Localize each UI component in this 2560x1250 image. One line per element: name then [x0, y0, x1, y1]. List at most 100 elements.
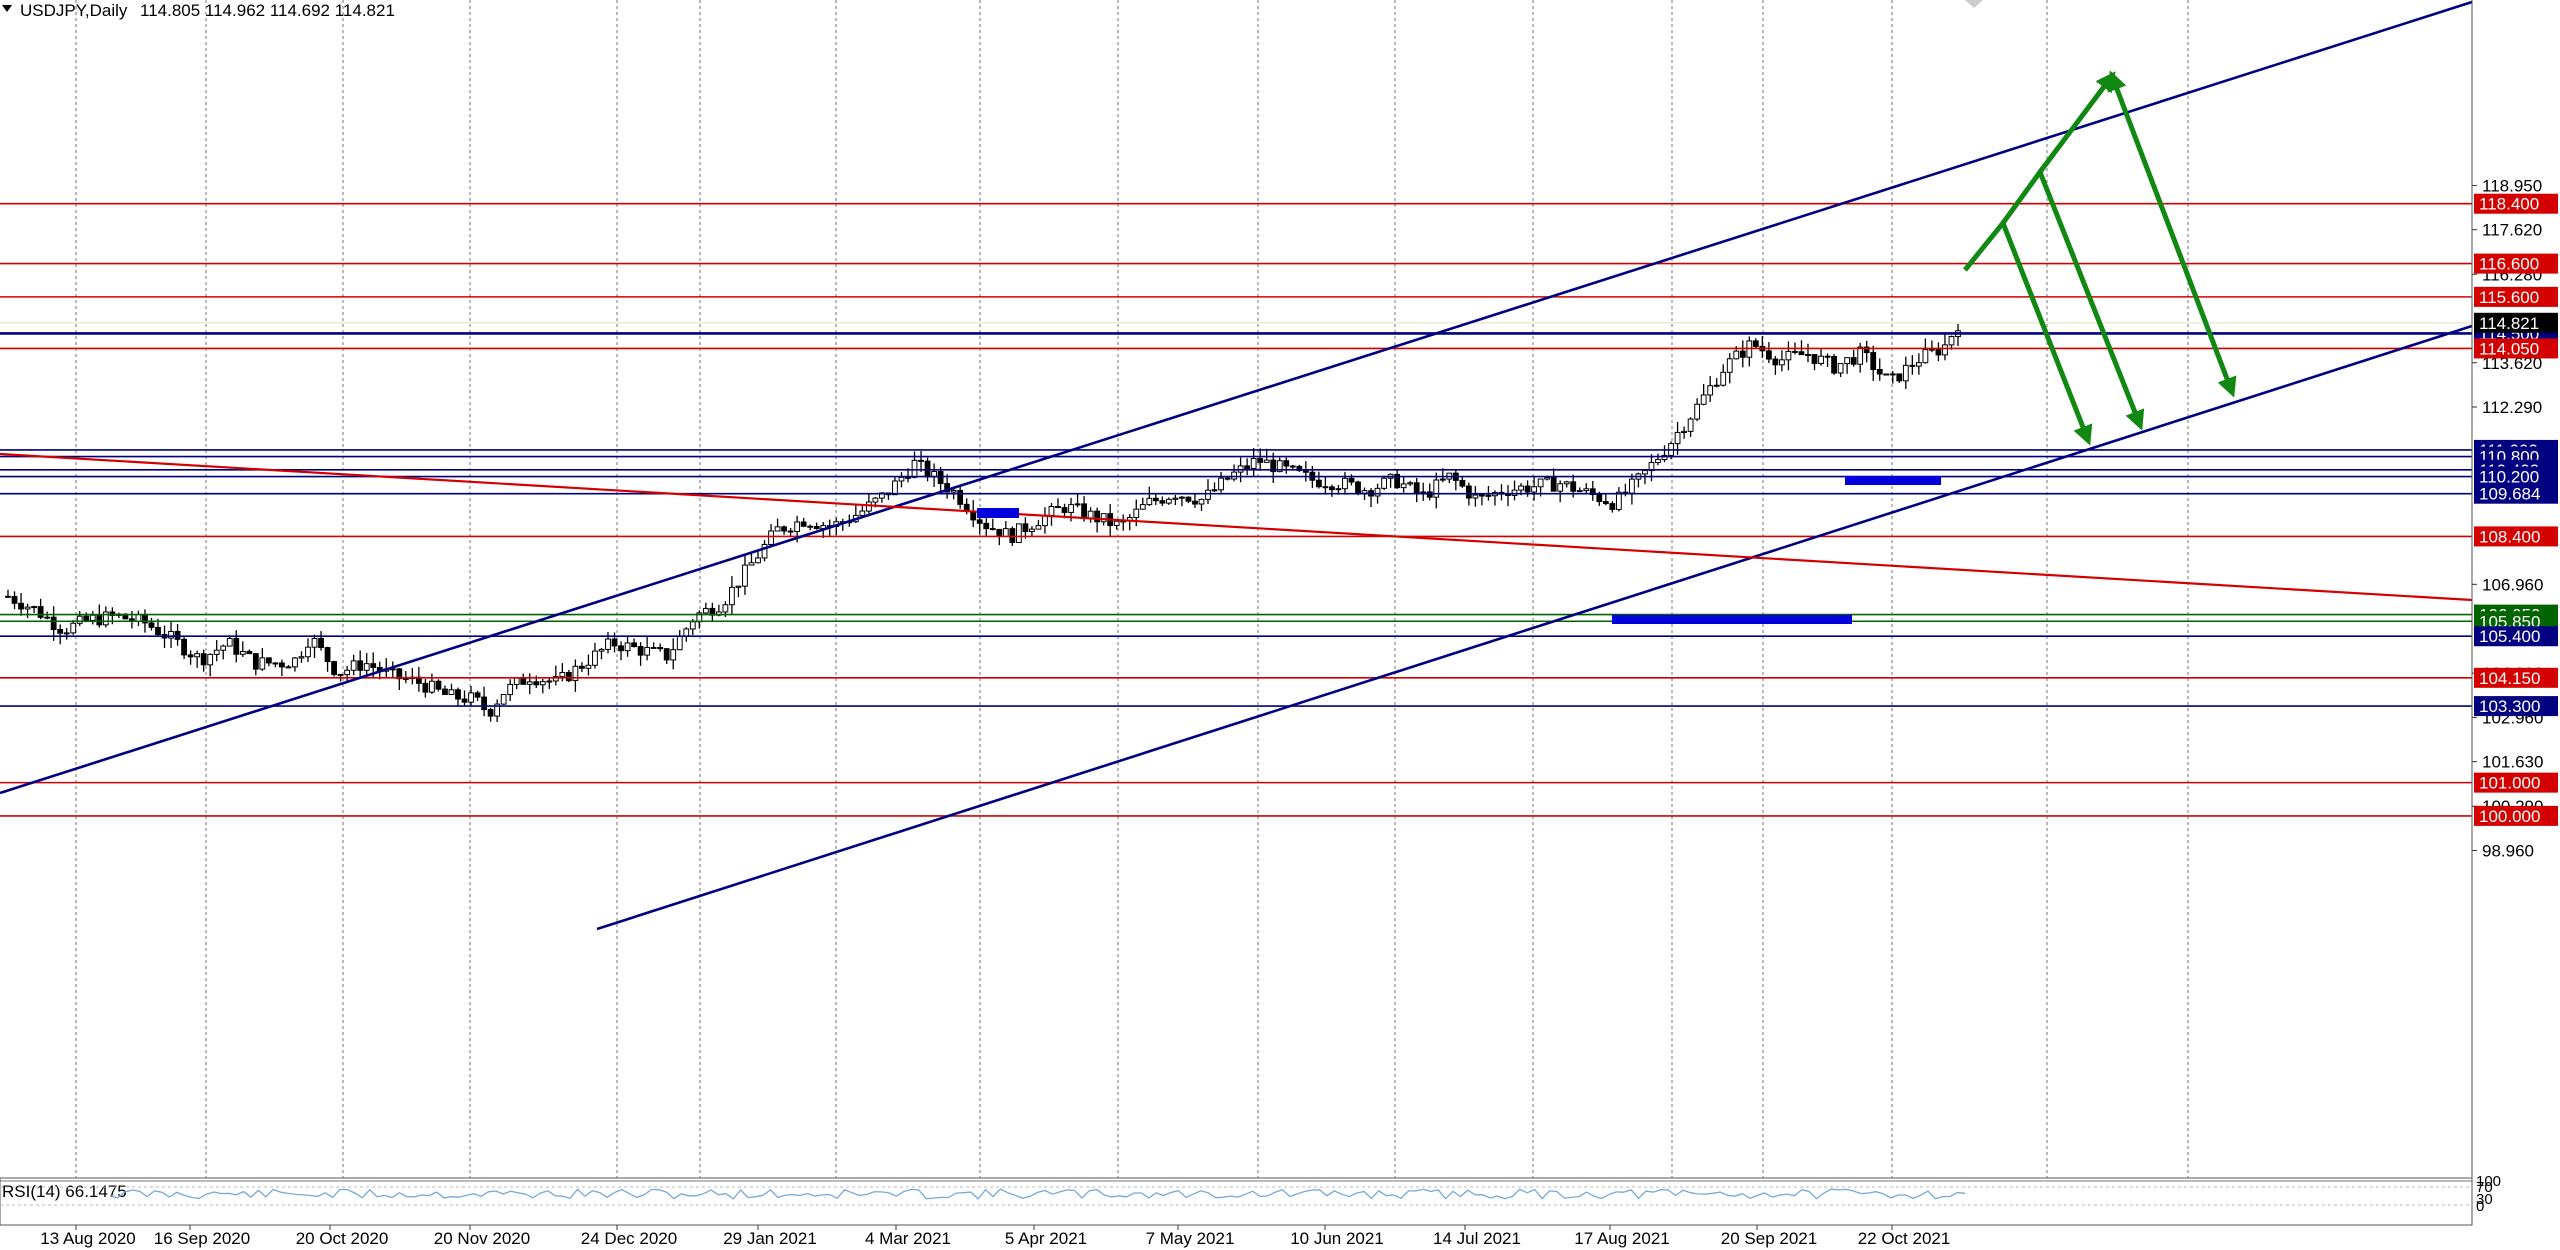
level-price-tag-label: 110.200: [2479, 468, 2539, 487]
level-price-tag: [2474, 696, 2558, 717]
candle-body: [957, 489, 964, 505]
candle-body: [520, 677, 527, 685]
candle-body: [1694, 403, 1701, 420]
candle-body: [363, 663, 370, 671]
candle-body: [70, 622, 77, 634]
candle-body: [1629, 478, 1635, 494]
current-price-tag: [2474, 312, 2558, 333]
candle-body: [1283, 460, 1290, 467]
candle-body: [755, 557, 761, 564]
candle-body: [1824, 355, 1831, 358]
candle-body: [1655, 459, 1661, 464]
candle-body: [135, 613, 142, 622]
candle-body: [1244, 465, 1251, 469]
candle-body: [1426, 491, 1433, 498]
candle-body: [259, 657, 266, 670]
chart-menu-icon[interactable]: [2, 5, 12, 12]
candle-body: [239, 650, 246, 655]
candle-body: [1596, 494, 1603, 503]
candle-body: [1550, 477, 1557, 492]
candle-body: [794, 521, 801, 532]
candle-body: [429, 680, 435, 693]
level-price-tag: [2474, 483, 2558, 504]
ohlc-values: 114.805 114.962 114.692 114.821: [140, 1, 395, 20]
rsi-label: RSI(14) 66.1475: [2, 1182, 127, 1201]
candle-body: [1263, 459, 1270, 463]
candle-body: [481, 696, 487, 711]
candle-body: [1772, 358, 1779, 366]
candle-body: [435, 680, 442, 690]
candle-body: [500, 694, 507, 705]
price-tick-label: 98.960: [2482, 841, 2534, 860]
candle-body: [1035, 525, 1042, 530]
candle-body: [983, 522, 990, 530]
candle-body: [1935, 348, 1942, 356]
demand-zone[interactable]: [1612, 615, 1852, 624]
candle-body: [1681, 430, 1687, 433]
candle-body: [468, 692, 474, 703]
candle-body: [892, 480, 898, 496]
candle-body: [1589, 488, 1596, 496]
candle-body: [1250, 458, 1257, 469]
projection-arrow-up[interactable]: [2038, 71, 2116, 174]
candle-body: [748, 562, 755, 566]
price-tick-label: 117.620: [2482, 221, 2542, 240]
rsi-panel[interactable]: [0, 1177, 2473, 1226]
candle-body: [1805, 354, 1811, 357]
candle-body: [702, 607, 709, 614]
candle-body: [761, 543, 768, 559]
candle-body: [1563, 481, 1570, 485]
candle-body: [585, 664, 592, 669]
candle-body: [689, 621, 696, 630]
candle-body: [1700, 394, 1707, 405]
candle-body: [1485, 494, 1492, 497]
candle-body: [552, 676, 559, 682]
candle-body: [1400, 483, 1407, 489]
candle-body: [546, 680, 553, 683]
candle-body: [487, 709, 494, 717]
candle-body: [1133, 508, 1140, 519]
candle-body: [605, 638, 611, 650]
candle-body: [1570, 481, 1577, 492]
candle-body: [1889, 373, 1896, 376]
candle-body: [1068, 504, 1074, 513]
candle-body: [905, 476, 911, 479]
candle-body: [663, 648, 670, 661]
candle-body: [1785, 350, 1792, 361]
candle-body: [1524, 485, 1531, 493]
time-tick-label: 16 Sep 2020: [154, 1229, 250, 1248]
candle-body: [1139, 504, 1146, 510]
candle-body: [539, 681, 546, 686]
candle-body: [676, 635, 683, 651]
candle-body: [1198, 498, 1205, 505]
candle-body: [768, 530, 774, 545]
level-price-tag: [2474, 466, 2558, 487]
candle-body: [1113, 520, 1120, 527]
candle-body: [611, 638, 618, 647]
candle-body: [337, 673, 344, 676]
candle-body: [31, 606, 37, 609]
candle-body: [50, 616, 57, 631]
level-price-tag-label: 103.300: [2479, 697, 2540, 716]
candle-body: [1687, 418, 1694, 432]
candle-body: [996, 528, 1003, 537]
descending-trend-line[interactable]: [0, 452, 2473, 602]
channel-lower-line[interactable]: [596, 324, 2473, 931]
channel-upper-line[interactable]: [0, 0, 2473, 795]
candle-body: [1074, 503, 1081, 506]
candle-body: [526, 681, 533, 685]
candle-body: [57, 629, 64, 634]
candle-body: [1863, 346, 1870, 354]
candle-body: [735, 585, 742, 588]
demand-zone[interactable]: [1845, 476, 1941, 485]
candle-body: [1531, 486, 1537, 493]
projection-arrow-down[interactable]: [2107, 70, 2237, 398]
candle-body: [1674, 431, 1681, 445]
candle-body: [279, 662, 285, 668]
demand-zone[interactable]: [977, 508, 1019, 518]
candle-body: [1642, 470, 1648, 475]
candle-body: [1479, 494, 1485, 497]
candle-body: [63, 632, 70, 635]
